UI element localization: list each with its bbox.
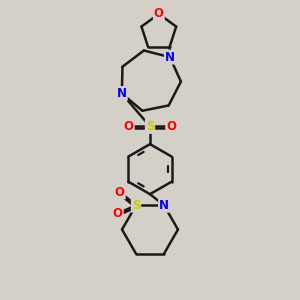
Text: N: N (159, 199, 169, 212)
Text: S: S (132, 199, 140, 212)
Text: O: O (124, 120, 134, 133)
Text: N: N (165, 51, 175, 64)
Text: O: O (115, 185, 125, 199)
Text: O: O (113, 207, 123, 220)
Text: O: O (166, 120, 176, 133)
Text: S: S (146, 120, 154, 133)
Text: O: O (154, 8, 164, 20)
Text: N: N (117, 87, 127, 100)
